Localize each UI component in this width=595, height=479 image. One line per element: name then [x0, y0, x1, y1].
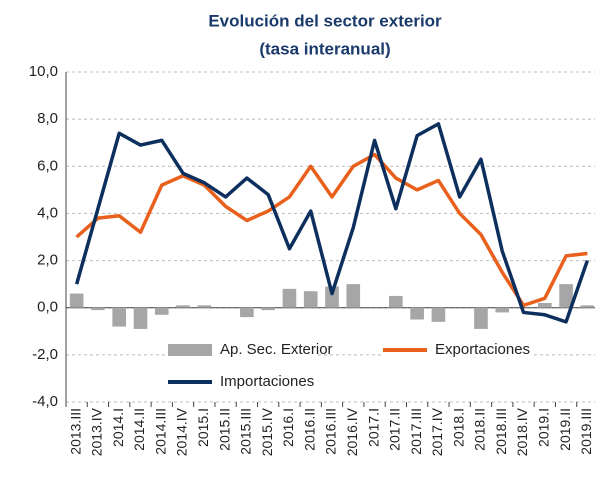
bar	[197, 305, 212, 308]
x-tick-label: 2018.IV	[514, 407, 530, 456]
y-tick-label: 0,0	[37, 299, 58, 316]
x-tick-label: 2015.II	[216, 408, 232, 451]
bar	[69, 293, 84, 308]
x-tick-label: 2016.III	[323, 408, 339, 455]
x-tick-label: 2017.I	[365, 408, 381, 447]
bar	[112, 307, 127, 327]
x-tick-label: 2014.IV	[174, 407, 190, 456]
x-tick-label: 2019.II	[557, 408, 573, 451]
y-tick-label: -4,0	[32, 393, 58, 410]
x-tick-label: 2017.IV	[429, 407, 445, 456]
bar	[580, 305, 595, 308]
x-tick-label: 2018.I	[450, 408, 466, 447]
bar	[389, 295, 403, 308]
legend-label: Importaciones	[220, 373, 314, 390]
x-tick-label: 2018.III	[493, 408, 509, 455]
y-tick-label: 4,0	[37, 204, 58, 221]
line	[74, 122, 590, 324]
x-tick-label: 2013.III	[67, 408, 83, 455]
x-tick-label: 2017.II	[387, 408, 403, 451]
x-tick-label: 2016.IV	[344, 407, 360, 456]
y-tick-label: -2,0	[32, 346, 58, 363]
bar	[325, 286, 339, 308]
bar	[495, 307, 510, 313]
x-tick-label: 2015.III	[238, 408, 254, 455]
bar	[91, 307, 105, 311]
bar	[176, 305, 190, 308]
bar	[261, 307, 275, 311]
bar	[474, 307, 488, 329]
x-tick-label: 2015.I	[195, 408, 211, 447]
chart-title: Evolución del sector exterior	[208, 11, 442, 30]
bar	[537, 303, 552, 308]
x-tick-label: 2019.III	[578, 408, 594, 455]
legend-swatch	[168, 344, 212, 356]
x-tick-label: 2016.I	[280, 408, 296, 447]
x-tick-label: 2016.II	[301, 408, 317, 451]
y-tick-label: 2,0	[37, 252, 58, 269]
x-tick-label: 2018.II	[472, 408, 488, 451]
bar	[240, 307, 254, 318]
bar	[282, 288, 297, 308]
bar	[346, 284, 361, 308]
x-tick-label: 2013.IV	[89, 407, 105, 456]
y-tick-label: 10,0	[29, 63, 58, 80]
y-tick-label: 6,0	[37, 157, 58, 174]
x-tick-label: 2014.III	[152, 408, 168, 455]
x-tick-label: 2014.I	[110, 408, 126, 447]
legend-label: Exportaciones	[435, 341, 530, 358]
x-tick-label: 2019.I	[536, 408, 552, 447]
legend-label: Ap. Sec. Exterior	[220, 341, 333, 358]
bar	[559, 284, 573, 308]
x-tick-label: 2015.IV	[259, 407, 275, 456]
line	[75, 152, 588, 308]
bar	[303, 291, 318, 308]
x-tick-label: 2014.II	[131, 408, 147, 451]
x-tick-label: 2017.III	[408, 408, 424, 455]
bar	[154, 307, 169, 315]
y-tick-label: 8,0	[37, 110, 58, 127]
bar	[431, 307, 446, 322]
bar	[133, 307, 148, 329]
bar	[410, 307, 424, 320]
chart-subtitle: (tasa interanual)	[259, 39, 390, 58]
